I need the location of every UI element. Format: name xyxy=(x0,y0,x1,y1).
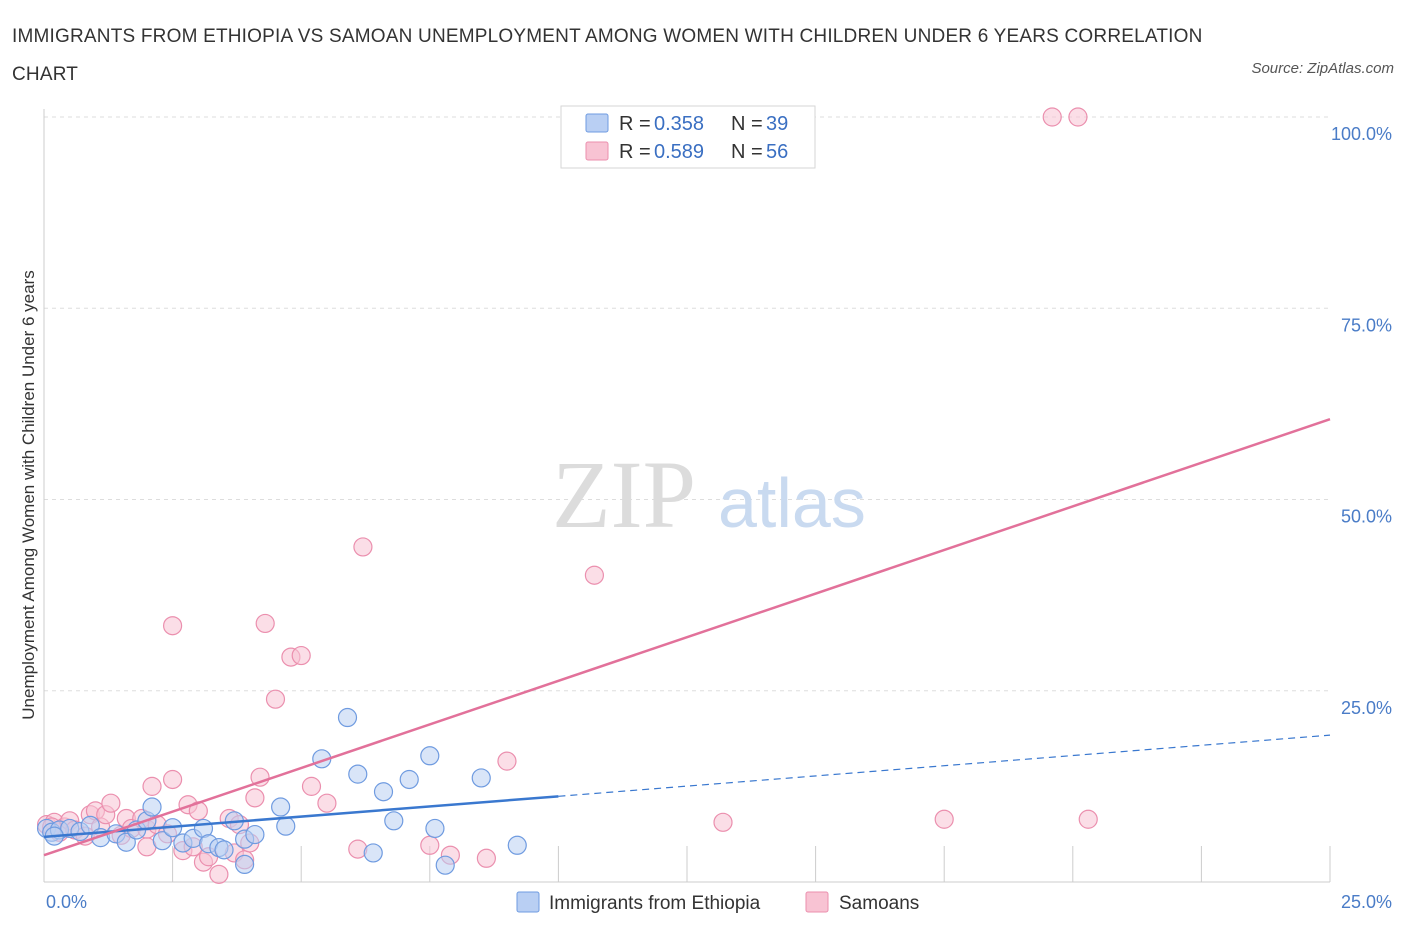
ethiopia-point-37 xyxy=(507,835,527,855)
samoan-point-38 xyxy=(265,689,286,709)
ethiopia-point-35 xyxy=(435,855,455,875)
samoan-point-18 xyxy=(142,776,162,796)
source-label: Source: ZipAtlas.com xyxy=(1251,60,1394,77)
samoan-point-53 xyxy=(1068,107,1088,127)
legend-r-value-ethiopia: 0.358 xyxy=(654,113,704,135)
ethiopia-point-8 xyxy=(116,832,136,852)
ethiopia-point-19 xyxy=(214,840,234,860)
ethiopia-trend-line xyxy=(43,795,559,839)
samoan-point-50 xyxy=(713,812,733,832)
samoan-point-49 xyxy=(584,565,605,585)
ethiopia-trend-extension xyxy=(558,734,1331,797)
y-tick-label-2: 75.0% xyxy=(1341,315,1392,335)
samoan-point-11 xyxy=(101,793,121,813)
ethiopia-point-25 xyxy=(276,816,296,836)
axes xyxy=(43,109,1331,883)
samoan-point-35 xyxy=(245,788,265,808)
ethiopia-point-33 xyxy=(420,746,440,766)
watermark-zip: ZIP xyxy=(552,441,696,548)
ethiopia-point-29 xyxy=(363,843,383,863)
samoan-point-40 xyxy=(291,645,311,666)
samoan-point-22 xyxy=(163,769,183,790)
samoan-point-29 xyxy=(209,864,229,884)
samoan-point-52 xyxy=(1042,107,1062,127)
samoan-point-41 xyxy=(301,776,322,796)
y-tick-label-3: 100.0% xyxy=(1331,124,1392,144)
legend-r-label-ethiopia: R = xyxy=(619,113,651,135)
chart-title: IMMIGRANTS FROM ETHIOPIA VS SAMOAN UNEMP… xyxy=(12,26,1203,85)
ethiopia-point-36 xyxy=(471,768,491,788)
series-legend-label-samoan: Samoans xyxy=(839,893,919,914)
watermark-atlas: atlas xyxy=(718,464,866,542)
samoan-point-42 xyxy=(317,793,337,813)
correlation-legend: R = 0.358 N = 39 R = 0.589 N = 56 xyxy=(560,105,816,169)
samoan-point-45 xyxy=(420,835,440,855)
samoan-point-21 xyxy=(163,616,183,636)
samoan-point-47 xyxy=(476,848,496,868)
samoan-point-37 xyxy=(255,613,275,634)
ethiopia-point-12 xyxy=(152,831,172,851)
samoan-point-54 xyxy=(1078,809,1098,829)
x-tick-label-1: 25.0% xyxy=(1341,892,1392,912)
x-tick-label-0: 0.0% xyxy=(46,892,87,912)
ethiopia-point-23 xyxy=(235,854,255,875)
legend-n-label-samoan: N = xyxy=(731,141,763,163)
ethiopia-point-27 xyxy=(337,707,358,728)
ethiopia-points xyxy=(36,707,527,875)
y-tick-label-0: 25.0% xyxy=(1341,698,1392,718)
series-legend-swatch-samoan xyxy=(805,891,829,913)
ethiopia-point-22 xyxy=(245,824,265,845)
ethiopia-point-28 xyxy=(348,764,368,784)
legend-swatch-samoan xyxy=(585,141,609,161)
legend-n-label-ethiopia: N = xyxy=(731,113,763,135)
ethiopia-point-34 xyxy=(425,818,445,839)
legend-n-value-samoan: 56 xyxy=(766,141,788,163)
x-tick-labels: 0.0% 25.0% xyxy=(46,892,1392,912)
samoan-point-44 xyxy=(353,537,373,557)
legend-n-value-ethiopia: 39 xyxy=(766,113,788,135)
series-legend-swatch-ethiopia xyxy=(516,891,540,913)
ethiopia-point-32 xyxy=(399,769,419,790)
ethiopia-point-24 xyxy=(271,797,291,817)
watermark: ZIP atlas xyxy=(552,441,866,548)
ethiopia-point-30 xyxy=(373,782,394,802)
samoan-trend-line xyxy=(43,417,1331,857)
legend-swatch-ethiopia xyxy=(585,113,609,133)
y-axis-label: Unemployment Among Women with Children U… xyxy=(19,270,38,719)
samoan-point-48 xyxy=(497,751,517,771)
series-legend-label-ethiopia: Immigrants from Ethiopia xyxy=(549,893,761,914)
ethiopia-point-11 xyxy=(142,797,162,817)
legend-r-label-samoan: R = xyxy=(619,141,651,163)
series-legend: Immigrants from Ethiopia Samoans xyxy=(516,891,919,914)
y-tick-labels: 25.0% 50.0% 75.0% 100.0% xyxy=(1331,124,1392,718)
ethiopia-point-31 xyxy=(384,811,404,831)
samoan-point-51 xyxy=(934,809,954,829)
trend-lines xyxy=(43,417,1331,857)
grid-lines xyxy=(44,116,1330,692)
y-tick-label-1: 50.0% xyxy=(1341,507,1392,527)
legend-r-value-samoan: 0.589 xyxy=(654,141,704,163)
